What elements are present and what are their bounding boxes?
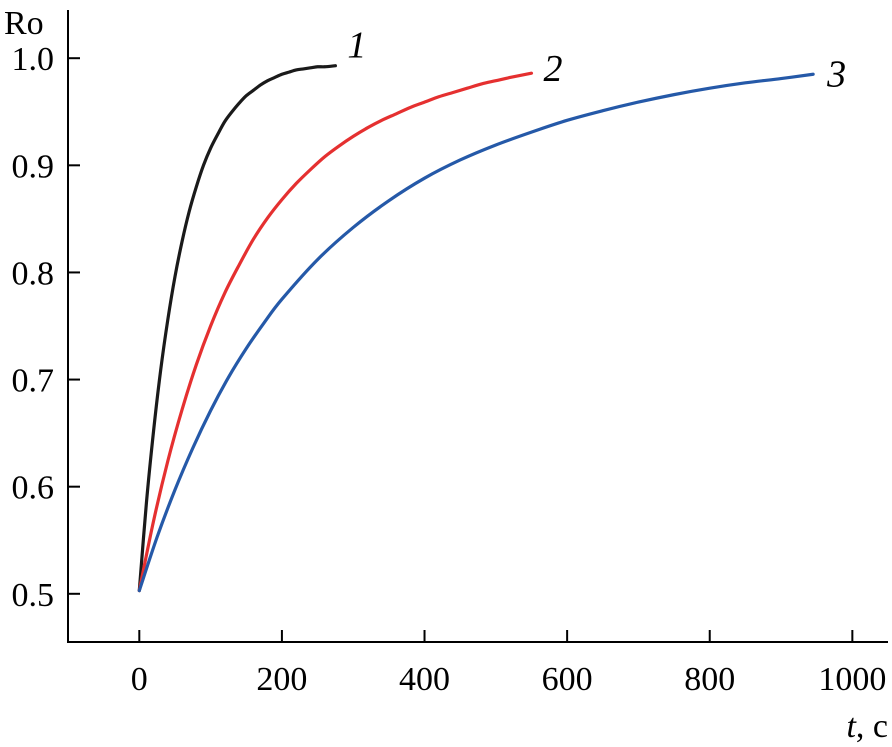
ticks: 0.5 0.6 0.7 0.8 0.9 1.0 0 200 400 600 800 1000 <box>12 41 887 698</box>
axes <box>67 10 888 643</box>
x-tick-label: 800 <box>684 661 735 698</box>
y-tick-label: 0.9 <box>12 148 55 185</box>
series-label-3: 3 <box>826 53 846 95</box>
series-line-1 <box>137 64 337 593</box>
x-tick-label: 1000 <box>818 661 886 698</box>
y-tick-label: 0.8 <box>12 255 55 292</box>
x-tick-label: 200 <box>256 661 307 698</box>
y-axis-title: Ro <box>4 5 44 42</box>
series-labels: 1 2 3 <box>347 25 846 96</box>
series-lines <box>137 64 815 593</box>
y-tick-label: 0.7 <box>12 363 55 400</box>
x-tick-label: 0 <box>131 661 148 698</box>
series-line-2 <box>137 71 534 593</box>
series-label-1: 1 <box>347 25 366 67</box>
y-tick-label: 0.6 <box>12 470 55 507</box>
y-tick-label: 0.5 <box>12 577 55 614</box>
x-axis-title: t, c <box>846 708 888 745</box>
y-tick-label: 1.0 <box>12 41 55 78</box>
series-line-3 <box>137 72 815 593</box>
axis-frame <box>67 10 888 643</box>
x-axis-unit: , c <box>856 708 888 745</box>
x-axis-variable: t <box>846 708 857 745</box>
series-label-2: 2 <box>543 48 562 90</box>
x-tick-label: 600 <box>542 661 593 698</box>
x-tick-label: 400 <box>399 661 450 698</box>
